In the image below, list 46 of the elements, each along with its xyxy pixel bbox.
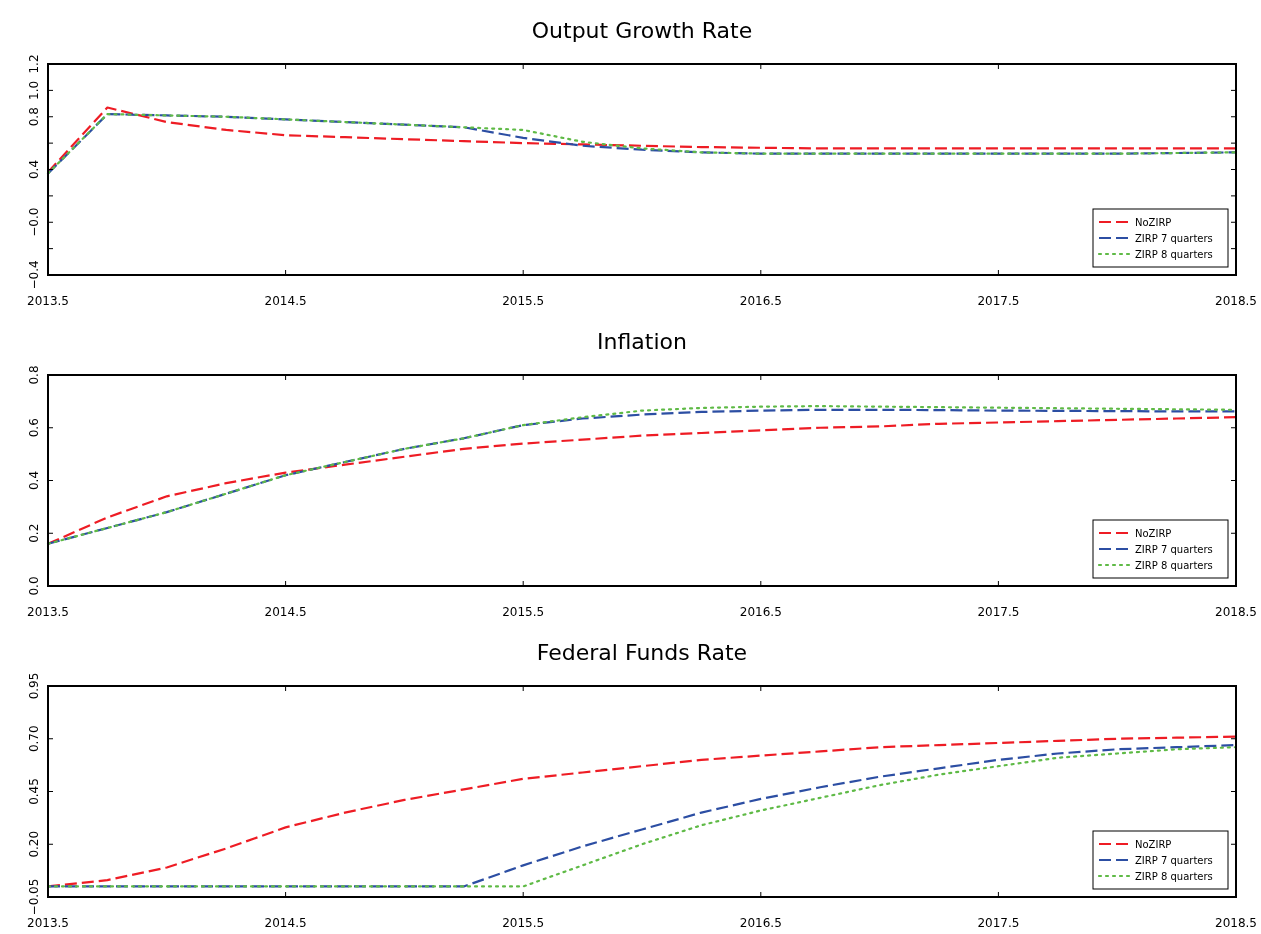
x-tick-label: 2017.5 — [977, 916, 1020, 930]
y-tick-label: 0.8 — [27, 107, 41, 127]
legend-label: ZIRP 7 quarters — [1135, 855, 1213, 866]
y-tick-label: 0.2 — [27, 523, 41, 543]
x-tick-label: 2016.5 — [739, 605, 782, 619]
x-tick-label: 2018.5 — [1215, 294, 1257, 308]
x-tick-label: 2013.5 — [27, 294, 69, 308]
y-tick-label: −0.05 — [27, 878, 41, 916]
y-tick-label: 0.0 — [27, 576, 41, 596]
x-tick-label: 2016.5 — [739, 294, 782, 308]
x-tick-label: 2015.5 — [502, 605, 545, 619]
x-tick-label: 2018.5 — [1215, 605, 1257, 619]
legend-label: NoZIRP — [1135, 839, 1172, 850]
y-tick-label: 1.0 — [27, 80, 41, 100]
y-tick-label: 0.95 — [27, 672, 41, 700]
y-tick-label: 0.4 — [27, 159, 41, 180]
y-tick-label: 0.45 — [27, 778, 41, 805]
legend-label: ZIRP 7 quarters — [1135, 233, 1213, 244]
legend-label: NoZIRP — [1135, 528, 1172, 539]
legend-label: ZIRP 7 quarters — [1135, 544, 1213, 555]
chart-title: Output Growth Rate — [531, 18, 753, 43]
y-tick-label: 0.4 — [27, 470, 41, 491]
y-tick-label: 0.70 — [27, 725, 41, 753]
x-tick-label: 2014.5 — [264, 916, 307, 930]
y-tick-label: 0.8 — [27, 365, 41, 385]
x-tick-label: 2013.5 — [27, 605, 69, 619]
y-tick-label: 0.20 — [27, 830, 41, 858]
y-tick-label: −0.0 — [27, 207, 41, 237]
x-tick-label: 2016.5 — [739, 916, 782, 930]
x-tick-label: 2013.5 — [27, 916, 69, 930]
y-tick-label: 0.6 — [27, 418, 41, 438]
x-tick-label: 2017.5 — [977, 294, 1020, 308]
chart-title: Inflation — [597, 329, 687, 354]
legend-label: ZIRP 8 quarters — [1135, 249, 1213, 260]
legend-label: ZIRP 8 quarters — [1135, 871, 1213, 882]
x-tick-label: 2017.5 — [977, 605, 1020, 619]
legend-label: ZIRP 8 quarters — [1135, 560, 1213, 571]
x-tick-label: 2014.5 — [264, 605, 307, 619]
x-tick-label: 2015.5 — [502, 916, 545, 930]
chart-title: Federal Funds Rate — [536, 640, 748, 665]
legend-label: NoZIRP — [1135, 217, 1172, 228]
x-tick-label: 2015.5 — [502, 294, 545, 308]
y-tick-label: 1.2 — [27, 54, 41, 74]
y-tick-label: −0.4 — [27, 260, 41, 290]
x-tick-label: 2018.5 — [1215, 916, 1257, 930]
x-tick-label: 2014.5 — [264, 294, 307, 308]
